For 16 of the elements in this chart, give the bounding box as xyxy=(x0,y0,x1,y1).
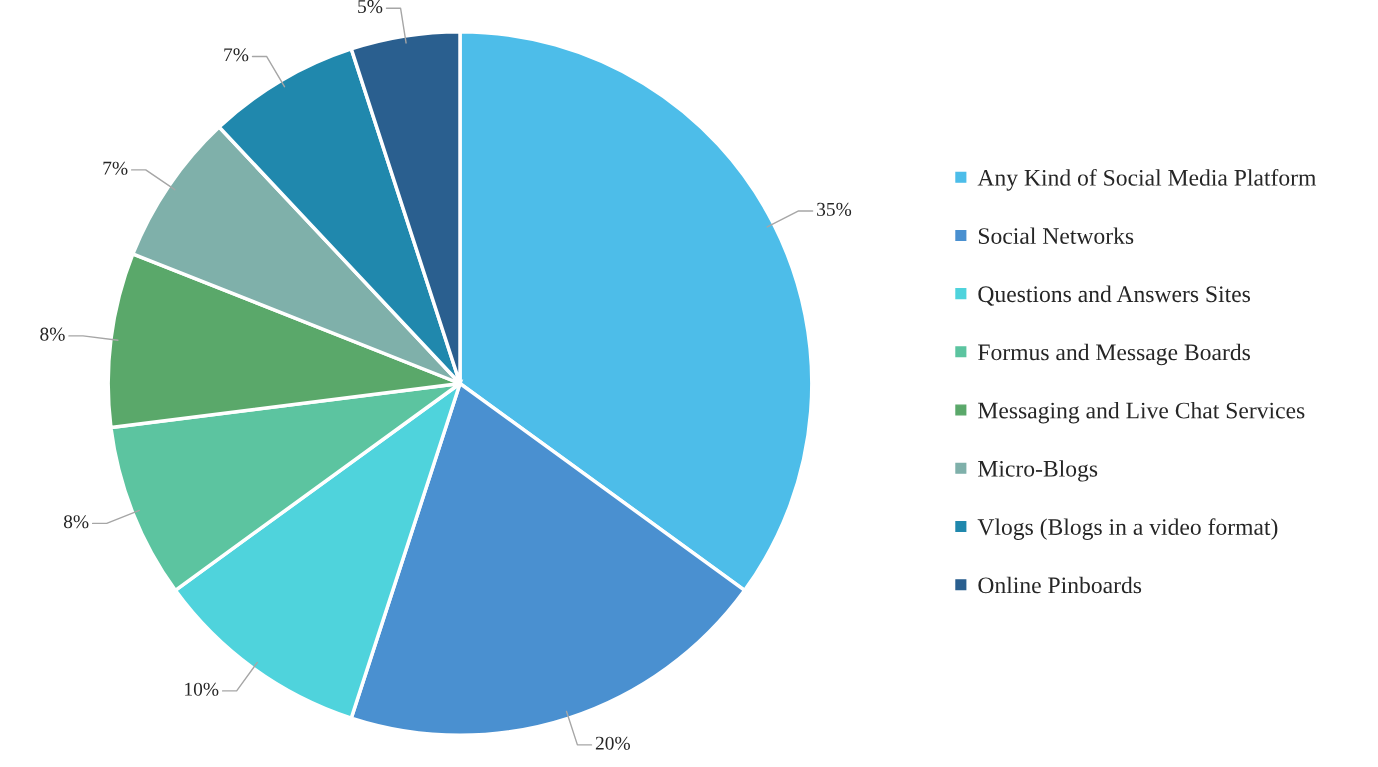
legend-label: Messaging and Live Chat Services xyxy=(978,401,1305,424)
data-label: 7% xyxy=(224,48,249,62)
data-label: 8% xyxy=(63,515,89,529)
legend-label: Micro-Blogs xyxy=(978,460,1098,482)
data-label: 35% xyxy=(817,202,852,216)
legend-label: Online Pinboards xyxy=(978,576,1142,594)
data-label: 20% xyxy=(595,736,630,750)
legend-label: Questions and Answers Sites xyxy=(978,285,1251,306)
legend-label: Vlogs (Blogs in a video format) xyxy=(977,518,1278,540)
data-label: 7% xyxy=(103,161,128,175)
legend-label: Social Networks xyxy=(978,227,1134,244)
data-label: 8% xyxy=(40,327,65,341)
legend-label: Formus and Message Boards xyxy=(978,343,1250,366)
legend-label: Any Kind of Social Media Platform xyxy=(977,168,1317,191)
data-label: 10% xyxy=(185,682,219,696)
data-label: 5% xyxy=(358,0,383,14)
